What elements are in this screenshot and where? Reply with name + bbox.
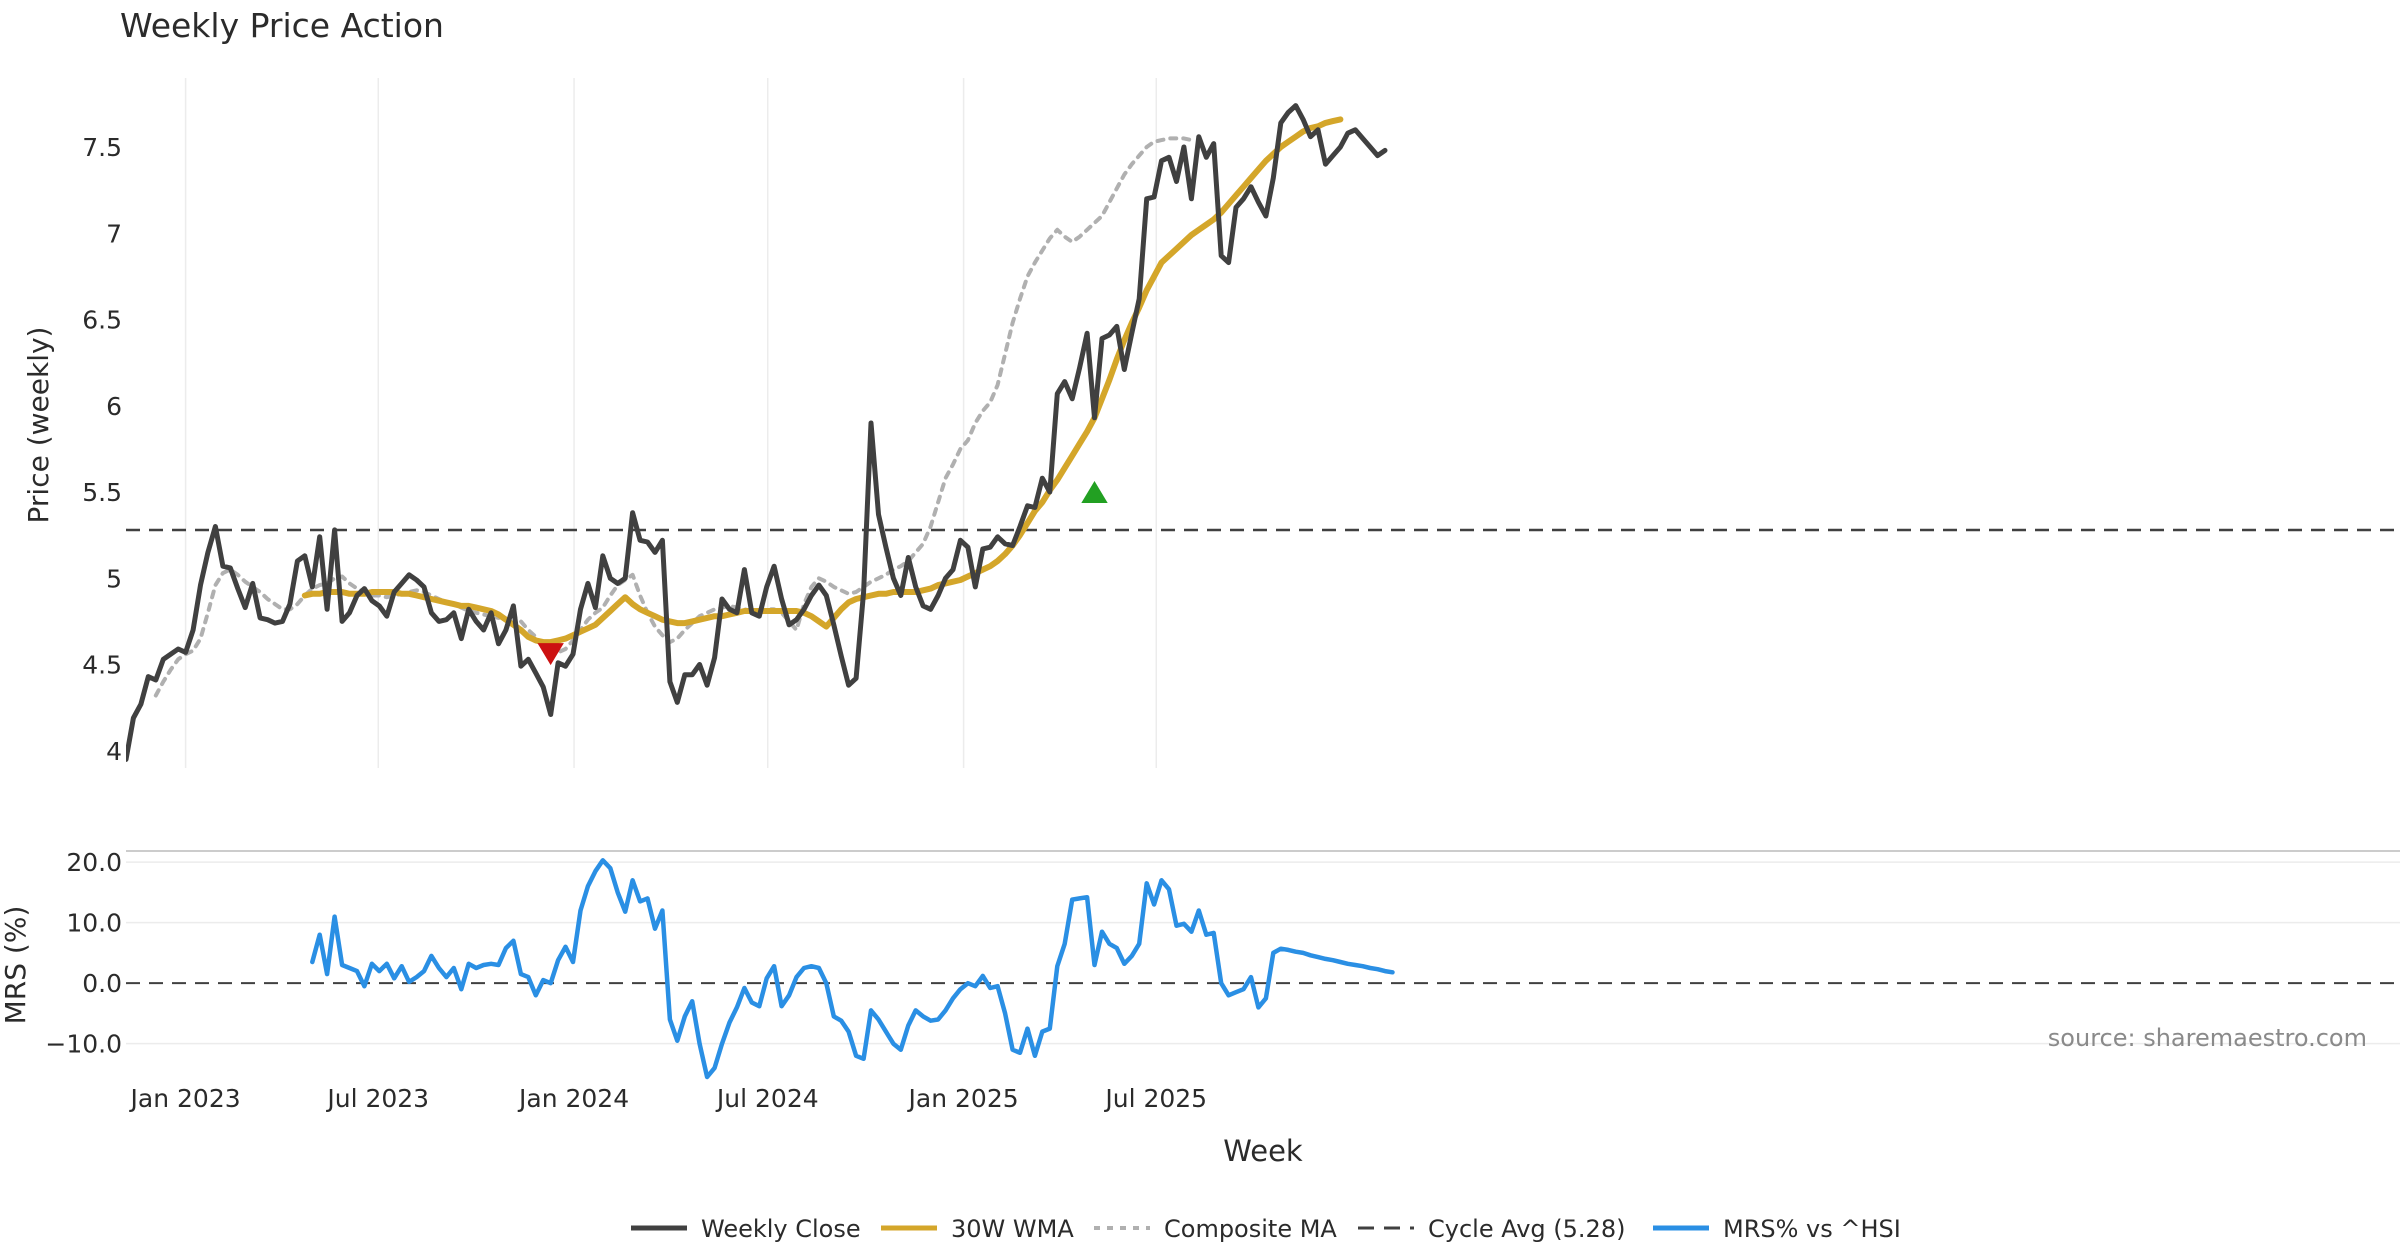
legend-entry: 30W WMA (881, 1215, 1074, 1243)
series-line-composite (153, 136, 1194, 698)
series-line-mrs (310, 858, 1395, 1080)
mrs-y-tick-label: 0.0 (82, 969, 122, 998)
legend-label: Composite MA (1164, 1215, 1337, 1243)
price-y-tick-label: 4.5 (82, 651, 122, 680)
price-y-tick-label: 5 (106, 564, 122, 593)
price-y-tick-label: 5.5 (82, 478, 122, 507)
x-tick-label: Jul 2025 (1103, 1084, 1207, 1113)
legend-entry: MRS% vs ^HSI (1653, 1215, 1901, 1243)
legend-entry: Weekly Close (631, 1215, 861, 1243)
mrs-y-tick-label: 20.0 (66, 848, 122, 877)
legend-label: Cycle Avg (5.28) (1428, 1215, 1625, 1243)
source-label: source: sharemaestro.com (2048, 1024, 2367, 1052)
x-tick-label: Jul 2024 (715, 1084, 819, 1113)
mrs-y-tick-label: 10.0 (66, 909, 122, 938)
legend-label: 30W WMA (951, 1215, 1074, 1243)
mrs-y-ticks: 20.0 10.0 0.0 −10.0 (45, 848, 2400, 1059)
price-y-axis-label: Price (weekly) (22, 327, 55, 524)
legend-label: MRS% vs ^HSI (1723, 1215, 1901, 1243)
x-axis-label: Week (1223, 1134, 1303, 1168)
price-y-tick-label: 6.5 (82, 306, 122, 335)
legend-entry: Composite MA (1094, 1215, 1337, 1243)
legend-entry: Cycle Avg (5.28) (1358, 1215, 1625, 1243)
price-y-tick-label: 4 (106, 737, 122, 766)
x-tick-label: Jan 2023 (129, 1084, 241, 1113)
mrs-y-tick-label: −10.0 (45, 1030, 122, 1059)
price-y-ticks: 4 4.5 5 5.5 6 6.5 7 7.5 (82, 133, 122, 766)
sell-signal-marker (537, 643, 564, 666)
price-y-tick-label: 7.5 (82, 133, 122, 162)
series-line-close (126, 103, 1388, 762)
buy-signal-marker (1081, 481, 1108, 503)
price-y-tick-label: 7 (106, 219, 122, 248)
price-y-tick-label: 6 (106, 392, 122, 421)
x-tick-label: Jul 2023 (325, 1084, 429, 1113)
x-tick-label: Jan 2024 (517, 1084, 629, 1113)
chart-title: Weekly Price Action (120, 6, 444, 45)
series-line-wma (301, 116, 1344, 646)
mrs-panel: 20.0 10.0 0.0 −10.0 MRS (%) source: sharema… (0, 848, 2400, 1080)
x-tick-label: Jan 2025 (907, 1084, 1019, 1113)
mrs-y-axis-label: MRS (%) (0, 906, 32, 1025)
price-panel: 4 4.5 5 5.5 6 6.5 7 7.5 Price (weekly) (22, 78, 2400, 768)
legend: Weekly Close 30W WMA Composite MA Cycle Avg… (631, 1215, 1901, 1243)
legend-label: Weekly Close (701, 1215, 861, 1243)
x-axis: Jan 2023 Jul 2023 Jan 2024 Jul 2024 Jan 2025… (129, 1084, 1208, 1113)
